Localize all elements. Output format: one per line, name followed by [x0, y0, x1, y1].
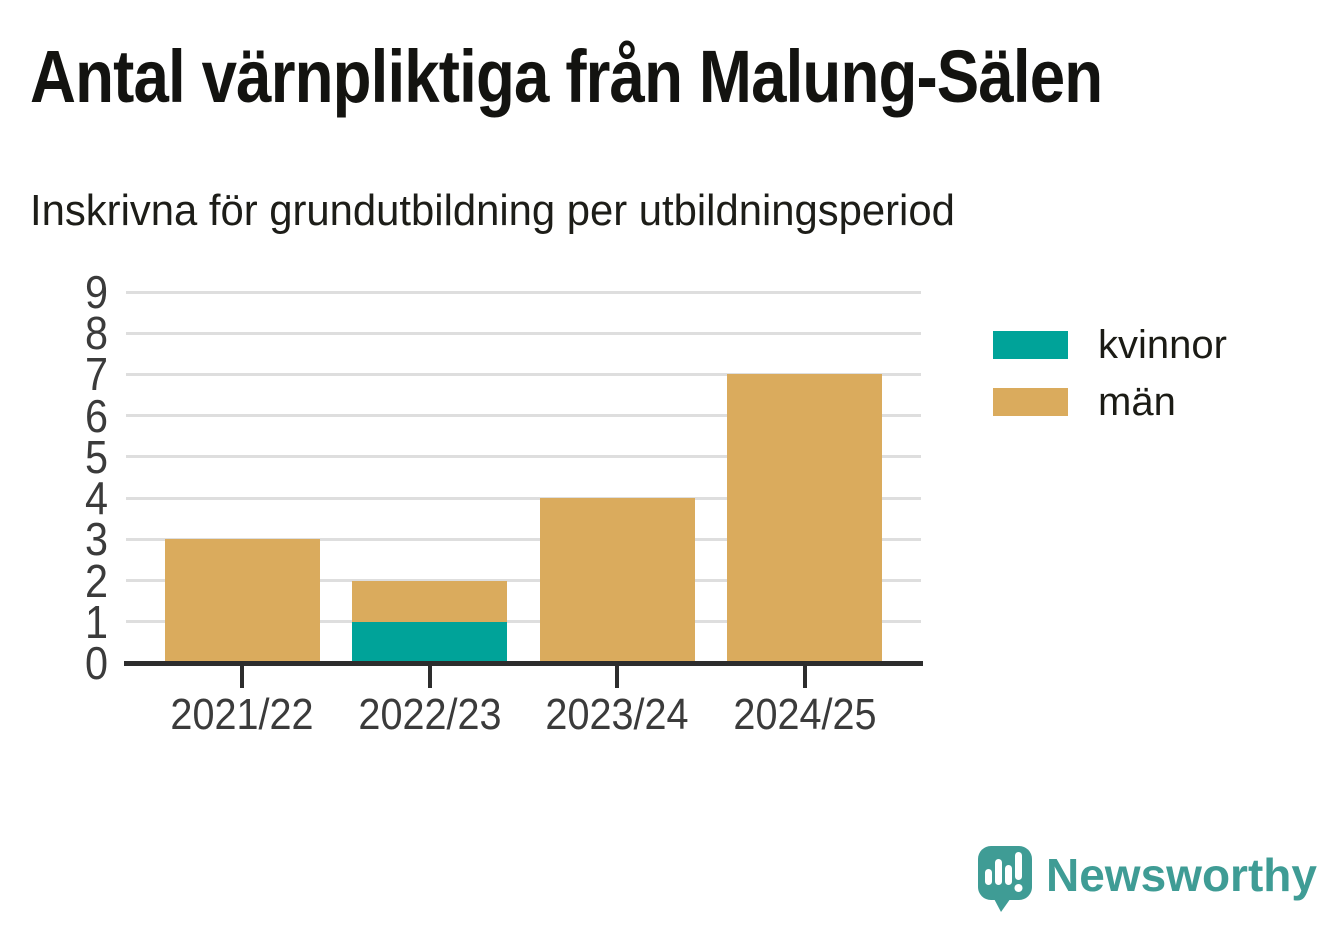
y-tick-label: 5	[84, 430, 108, 483]
gridline	[126, 290, 921, 294]
legend-label: kvinnor	[1098, 323, 1227, 367]
x-tick-label: 2021/22	[170, 690, 314, 739]
y-tick-label: 9	[84, 266, 108, 318]
gridline	[126, 331, 921, 335]
bar-segment-män-2024/25	[727, 374, 883, 663]
y-tick-label: 0	[84, 637, 108, 689]
legend-label: män	[1098, 380, 1176, 424]
bar-segment-män-2021/22	[164, 539, 320, 663]
y-tick-label: 4	[84, 472, 108, 525]
gridline	[126, 579, 921, 583]
legend-item-kvinnor: kvinnor	[993, 323, 1227, 367]
y-tick-label: 3	[84, 513, 108, 566]
gridline	[126, 496, 921, 500]
brand-wordmark: Newsworthy	[1046, 849, 1317, 901]
bar-segment-män-2022/23	[352, 580, 508, 622]
gridline	[126, 372, 921, 376]
gridline	[126, 414, 921, 418]
legend-item-män: män	[993, 380, 1227, 424]
legend: kvinnor män	[993, 323, 1227, 444]
x-tick-label: 2023/24	[545, 690, 689, 739]
gridline	[126, 537, 921, 541]
legend-swatch	[993, 388, 1068, 416]
plot-area	[126, 290, 921, 663]
chart-title: Antal värnpliktiga från Malung-Sälen	[30, 35, 1103, 118]
x-tick-label: 2024/25	[733, 690, 877, 739]
x-axis-tick	[615, 666, 620, 688]
bar-segment-män-2023/24	[539, 498, 695, 663]
x-axis-line	[124, 661, 923, 666]
x-axis: 2021/22 2022/23 2023/24 2024/25	[126, 666, 921, 756]
x-tick-label: 2022/23	[358, 690, 502, 739]
brand-footer: Newsworthy	[977, 845, 1317, 930]
gridline	[126, 620, 921, 624]
y-tick-label: 6	[84, 389, 108, 442]
gridline	[126, 455, 921, 459]
newsworthy-logo-icon	[978, 846, 1032, 912]
x-axis-tick	[427, 666, 432, 688]
y-tick-label: 8	[84, 307, 108, 360]
y-tick-label: 2	[84, 554, 108, 607]
x-axis-tick	[802, 666, 807, 688]
bar-segment-kvinnor-2022/23	[352, 621, 508, 663]
chart-subtitle: Inskrivna för grundutbildning per utbild…	[30, 186, 955, 235]
x-axis-tick	[240, 666, 245, 688]
y-tick-label: 1	[84, 595, 108, 648]
y-tick-label: 7	[84, 348, 108, 401]
legend-swatch	[993, 331, 1068, 359]
